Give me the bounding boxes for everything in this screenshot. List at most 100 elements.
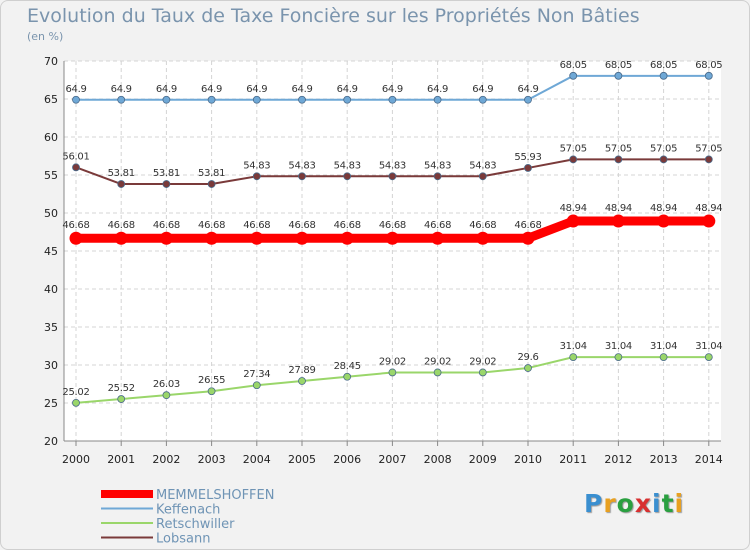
data-label: 64.9 — [427, 84, 448, 95]
data-label: 53.81 — [198, 168, 225, 179]
data-label: 31.04 — [560, 341, 587, 352]
data-point — [704, 155, 713, 164]
data-point — [72, 95, 80, 104]
data-point — [433, 368, 442, 377]
data-label: 68.05 — [605, 60, 632, 71]
data-label: 29.02 — [424, 356, 451, 367]
data-label: 64.9 — [246, 84, 267, 95]
y-tick-label: 35 — [44, 321, 58, 334]
data-label: 56.01 — [62, 151, 89, 162]
data-label: 46.68 — [108, 220, 135, 231]
y-tick-label: 55 — [44, 169, 58, 182]
data-label: 55.93 — [514, 152, 541, 163]
data-label: 64.9 — [201, 84, 222, 95]
x-tick-label: 2002 — [152, 453, 180, 466]
legend-label: Keffenach — [156, 503, 220, 518]
data-label: 46.68 — [379, 220, 406, 231]
data-label: 64.9 — [111, 84, 132, 95]
data-point — [569, 353, 578, 361]
data-label: 57.05 — [695, 143, 722, 154]
data-label: 46.68 — [469, 220, 496, 231]
data-point — [521, 231, 535, 245]
data-point — [117, 395, 126, 403]
data-point — [524, 95, 532, 104]
y-tick-label: 45 — [44, 245, 58, 258]
x-tick-label: 2003 — [198, 453, 226, 466]
data-label: 64.9 — [156, 84, 177, 95]
data-label: 54.83 — [243, 160, 270, 171]
x-tick-label: 2012 — [604, 453, 632, 466]
logo-letter: x — [634, 489, 652, 518]
data-point — [659, 353, 668, 361]
data-point — [388, 368, 397, 377]
data-point — [252, 172, 261, 181]
data-label: 54.83 — [288, 160, 315, 171]
x-tick-label: 2005 — [288, 453, 316, 466]
data-label: 57.05 — [650, 143, 677, 154]
unit-label: (en %) — [27, 30, 64, 43]
data-label: 48.94 — [650, 203, 677, 214]
data-label: 54.83 — [469, 160, 496, 171]
data-point — [252, 381, 261, 390]
data-label: 57.05 — [605, 143, 632, 154]
data-label: 64.9 — [291, 84, 312, 95]
logo-letter: r — [603, 489, 617, 518]
data-point — [524, 364, 532, 372]
data-label: 27.34 — [243, 369, 270, 380]
x-tick-label: 2001 — [107, 453, 135, 466]
data-label: 29.02 — [469, 356, 496, 367]
data-label: 54.83 — [334, 160, 361, 171]
data-point — [343, 372, 352, 381]
data-point — [433, 172, 442, 181]
logo-letter: o — [616, 489, 635, 518]
data-point — [569, 155, 578, 164]
data-point — [162, 391, 171, 400]
data-label: 68.05 — [560, 60, 587, 71]
data-label: 26.03 — [153, 379, 180, 390]
logo-letter: i — [652, 489, 662, 518]
data-point — [343, 95, 352, 104]
data-label: 64.9 — [337, 84, 358, 95]
data-label: 31.04 — [650, 341, 677, 352]
data-point — [388, 172, 397, 181]
data-label: 48.94 — [605, 203, 632, 214]
data-point — [298, 172, 306, 181]
logo-letter: i — [674, 489, 685, 518]
data-label: 53.81 — [153, 168, 180, 179]
y-tick-label: 70 — [44, 55, 58, 68]
x-tick-label: 2014 — [695, 453, 723, 466]
data-point — [433, 95, 442, 104]
chart-title: Evolution du Taux de Taxe Foncière sur l… — [27, 5, 640, 27]
x-tick-label: 2013 — [650, 453, 678, 466]
data-point — [343, 172, 352, 181]
data-point — [162, 180, 171, 188]
data-label: 48.94 — [560, 203, 587, 214]
data-point — [702, 214, 716, 228]
data-label: 46.68 — [424, 220, 451, 231]
data-point — [72, 398, 80, 407]
data-label: 46.68 — [62, 220, 89, 231]
data-point — [207, 180, 216, 188]
data-label: 68.05 — [695, 60, 722, 71]
x-tick-label: 2000 — [62, 453, 90, 466]
data-point — [298, 95, 306, 104]
data-point — [524, 164, 532, 172]
data-point — [72, 163, 80, 172]
y-tick-label: 30 — [44, 359, 58, 372]
data-point — [340, 231, 354, 245]
data-label: 64.9 — [472, 84, 493, 95]
data-point — [388, 95, 397, 104]
data-point — [250, 231, 264, 245]
data-label: 54.83 — [379, 160, 406, 171]
data-label: 64.9 — [382, 84, 403, 95]
data-point — [614, 71, 623, 80]
data-point — [385, 231, 399, 245]
data-point — [704, 71, 713, 80]
data-point — [478, 95, 487, 104]
x-tick-label: 2006 — [333, 453, 361, 466]
data-label: 31.04 — [605, 341, 632, 352]
x-tick-label: 2008 — [424, 453, 452, 466]
data-label: 26.55 — [198, 375, 225, 386]
legend-label: Lobsann — [156, 532, 210, 547]
